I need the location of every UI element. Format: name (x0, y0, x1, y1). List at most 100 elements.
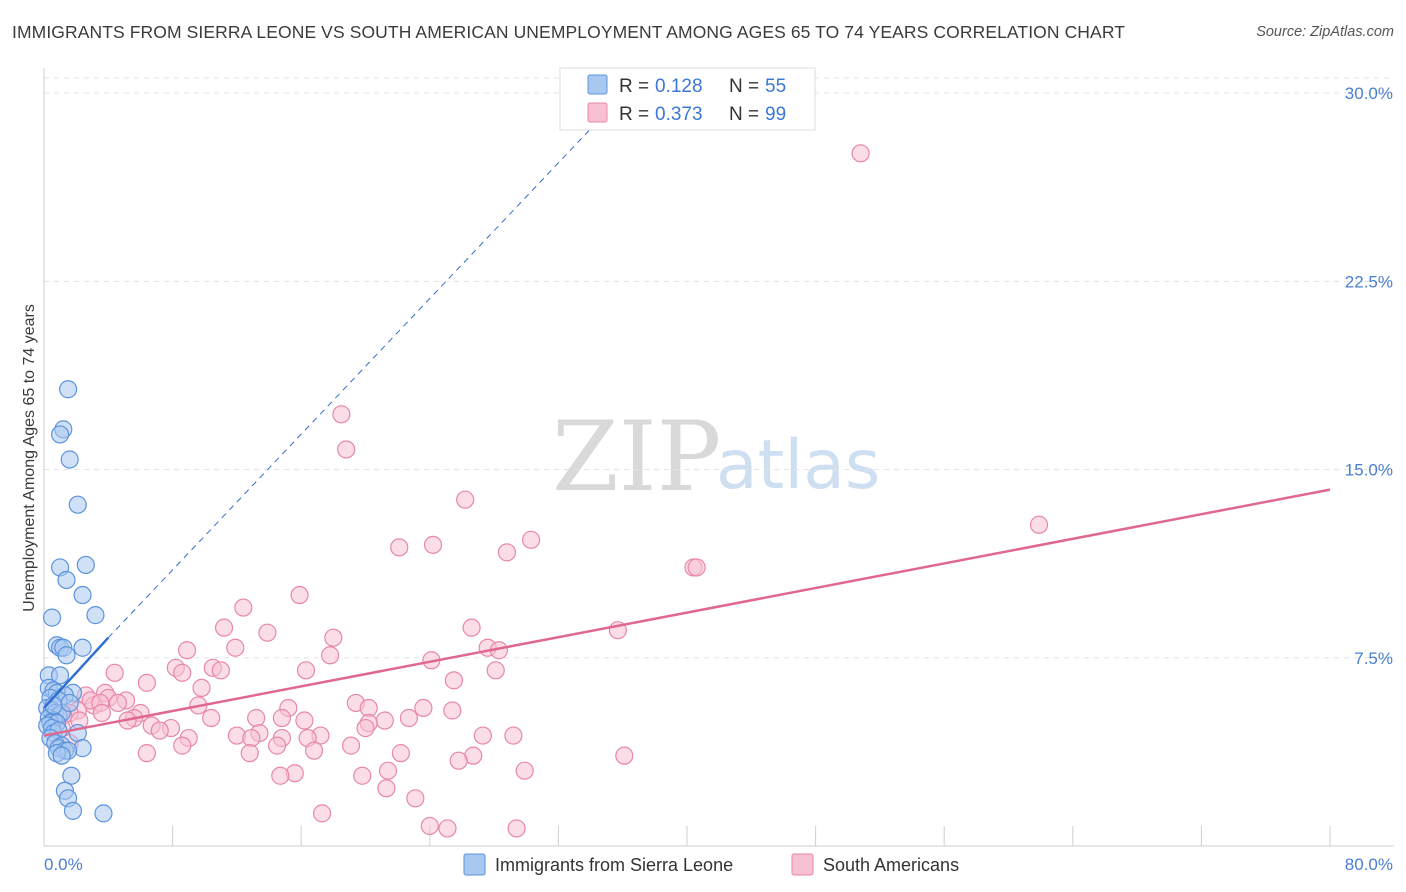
bottom-legend-swatch-sierra-leone (463, 853, 486, 876)
data-point-south-americans (456, 490, 475, 509)
data-point-sierra-leone (76, 555, 95, 575)
data-point-south-americans (304, 741, 324, 760)
data-point-south-americans (462, 618, 481, 637)
trend-line-sierra-leone-extrapolated (107, 77, 640, 639)
series-south-americans (52, 144, 1049, 838)
y-axis-label: Unemployment Among Ages 65 to 74 years (21, 304, 38, 612)
data-point-south-americans (687, 558, 706, 577)
data-point-south-americans (226, 638, 245, 657)
data-point-south-americans (324, 628, 343, 647)
data-point-south-americans (390, 538, 409, 557)
data-point-south-americans (1029, 515, 1049, 534)
data-point-south-americans (240, 744, 259, 763)
x-tick-label-min: 0.0% (44, 855, 83, 874)
data-point-south-americans (295, 711, 314, 730)
data-point-south-americans (192, 678, 211, 697)
x-axis-ticks (43, 826, 1331, 846)
grid-lines (44, 77, 1394, 659)
data-point-south-americans (353, 766, 372, 785)
chart-title: IMMIGRANTS FROM SIERRA LEONE VS SOUTH AM… (12, 22, 1126, 42)
legend-n-value-2: 99 (765, 104, 786, 125)
data-point-south-americans (242, 728, 261, 748)
data-point-south-americans (247, 708, 266, 728)
data-point-south-americans (377, 779, 396, 798)
data-point-south-americans (267, 736, 287, 755)
data-point-sierra-leone (94, 804, 113, 823)
legend-swatch-sierra-leone (587, 74, 608, 95)
data-point-south-americans (271, 766, 290, 785)
data-point-south-americans (504, 726, 523, 745)
legend-r-label-2: R = (619, 104, 649, 125)
data-point-sierra-leone (73, 585, 92, 605)
data-point-south-americans (423, 535, 443, 554)
data-point-south-americans (290, 585, 309, 605)
trend-line-south-americans (43, 488, 1331, 737)
data-point-south-americans (312, 804, 332, 823)
data-point-south-americans (150, 721, 169, 740)
data-point-south-americans (444, 671, 464, 690)
data-point-south-americans (341, 736, 361, 755)
data-point-sierra-leone (57, 570, 76, 590)
data-point-south-americans (337, 440, 356, 459)
data-point-sierra-leone (86, 606, 105, 625)
data-point-south-americans (375, 711, 394, 730)
data-point-south-americans (486, 661, 505, 680)
data-point-south-americans (851, 144, 870, 163)
series-sierra-leone (38, 380, 113, 823)
data-point-sierra-leone (62, 766, 81, 785)
data-point-south-americans (420, 816, 439, 836)
y-tick-label: 7.5% (1354, 649, 1393, 668)
data-point-south-americans (359, 698, 378, 718)
data-point-south-americans (521, 530, 541, 549)
data-point-south-americans (137, 744, 156, 763)
data-point-south-americans (443, 701, 462, 720)
data-point-sierra-leone (73, 638, 92, 657)
data-point-south-americans (137, 673, 156, 692)
trend-lines (43, 77, 1331, 737)
source-label: Source: ZipAtlas.com (1256, 24, 1394, 40)
data-point-south-americans (173, 736, 192, 755)
bottom-legend-label-sierra-leone: Immigrants from Sierra Leone (495, 855, 733, 875)
legend-n-value-1: 55 (765, 76, 786, 97)
legend-r-value-2: 0.373 (655, 104, 703, 125)
data-point-south-americans (391, 744, 410, 763)
y-tick-label: 30.0% (1345, 84, 1393, 103)
legend-swatch-south-americans (587, 102, 608, 123)
data-point-sierra-leone (50, 425, 70, 444)
data-point-south-americans (497, 543, 517, 562)
data-point-south-americans (211, 661, 230, 680)
data-point-south-americans (449, 751, 468, 770)
data-point-south-americans (258, 623, 277, 642)
data-point-south-americans (234, 598, 253, 617)
data-point-south-americans (321, 646, 340, 665)
data-point-sierra-leone (52, 746, 71, 765)
data-point-south-americans (515, 761, 534, 780)
watermark-atlas: atlas (716, 426, 880, 505)
top-legend: R = 0.128 N = 55 R = 0.373 N = 99 (559, 67, 816, 131)
data-point-south-americans (378, 761, 398, 780)
data-point-south-americans (399, 708, 419, 728)
data-point-south-americans (438, 819, 457, 838)
watermark-zip: ZIP (552, 401, 721, 513)
data-point-south-americans (296, 661, 316, 680)
data-point-south-americans (473, 726, 492, 745)
data-point-south-americans (356, 718, 375, 738)
data-point-sierra-leone (50, 666, 70, 685)
data-point-south-americans (177, 641, 197, 660)
data-point-south-americans (272, 708, 292, 728)
legend-n-label-2: N = (729, 104, 759, 125)
data-point-south-americans (108, 693, 128, 713)
trend-line-sierra-leone (43, 636, 110, 709)
data-point-south-americans (173, 663, 192, 682)
data-point-sierra-leone (63, 801, 83, 820)
data-point-sierra-leone (42, 608, 62, 627)
data-point-sierra-leone (68, 495, 87, 514)
x-tick-label-max: 80.0% (1345, 855, 1393, 874)
legend-r-label-1: R = (619, 76, 649, 97)
data-point-south-americans (105, 663, 124, 682)
y-tick-label: 22.5% (1345, 272, 1393, 291)
data-point-sierra-leone (60, 450, 79, 469)
data-point-sierra-leone (57, 646, 76, 665)
data-point-south-americans (615, 746, 634, 765)
